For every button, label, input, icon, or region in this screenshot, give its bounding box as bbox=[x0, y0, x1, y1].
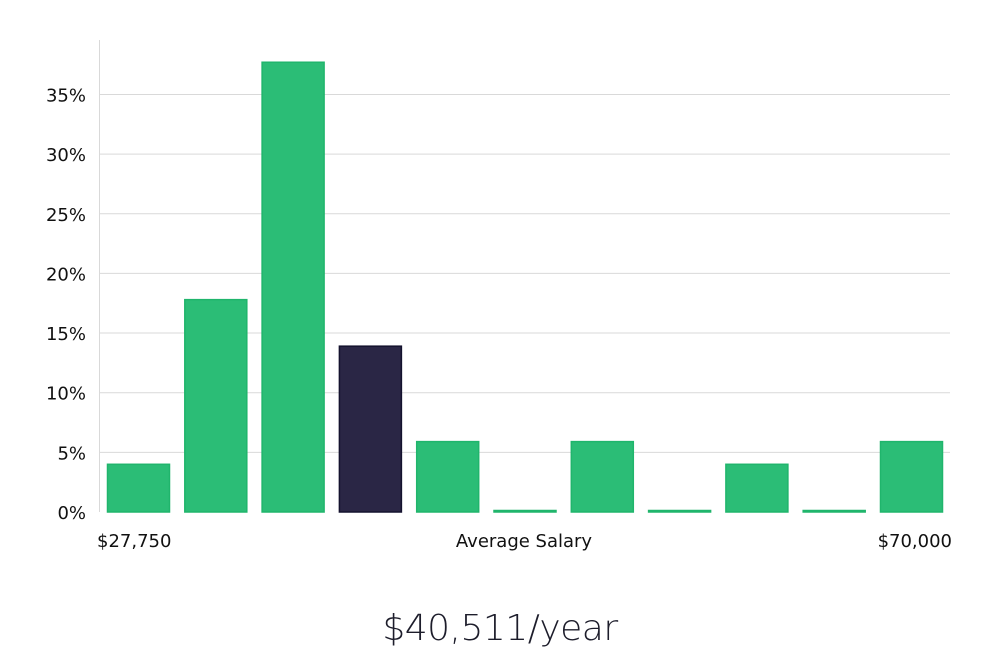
x-axis-label: Average Salary bbox=[456, 531, 593, 552]
bar bbox=[106, 463, 171, 513]
y-tick-label: 25% bbox=[46, 205, 86, 226]
average-salary-headline: $40,511/year bbox=[382, 608, 618, 649]
bar-highlighted bbox=[338, 345, 403, 513]
y-tick-label: 10% bbox=[46, 384, 86, 405]
y-tick-label: 15% bbox=[46, 324, 86, 345]
bar bbox=[570, 440, 635, 513]
bar bbox=[802, 509, 866, 513]
y-tick-label: 20% bbox=[46, 264, 86, 285]
bar bbox=[184, 298, 248, 513]
bar bbox=[415, 440, 480, 513]
y-tick-label: 0% bbox=[57, 503, 86, 524]
x-end-label: $70,000 bbox=[878, 531, 952, 552]
y-tick-label: 5% bbox=[57, 443, 86, 464]
x-start-label: $27,750 bbox=[97, 531, 171, 552]
bar bbox=[879, 440, 944, 513]
bar bbox=[725, 463, 789, 513]
bar bbox=[647, 509, 712, 513]
bar bbox=[261, 61, 325, 513]
bar bbox=[493, 509, 557, 513]
bars bbox=[106, 61, 944, 513]
y-tick-label: 30% bbox=[46, 145, 86, 166]
y-axis-ticks: 0% 5% 10% 15% 20% 25% 30% 35% bbox=[46, 85, 86, 524]
y-tick-label: 35% bbox=[46, 85, 86, 106]
salary-histogram: 0% 5% 10% 15% 20% 25% 30% 35% $27,750 Average S… bbox=[46, 40, 952, 552]
